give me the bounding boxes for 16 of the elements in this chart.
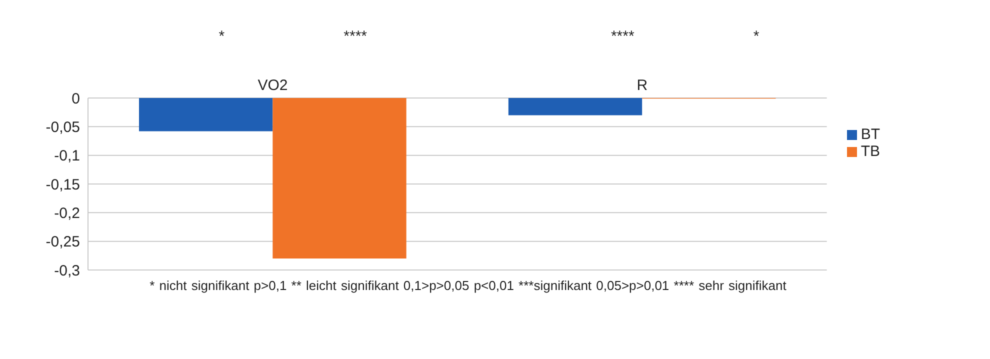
y-tick-label: -0,15 [46, 176, 80, 194]
x-tick-label: R [636, 77, 648, 94]
x-tick-label: VO2 [258, 77, 288, 94]
y-tick-label: -0,3 [54, 262, 80, 280]
text: * nicht signifikant p>0,1 ** leicht signifikant 0,1>p>0,05 p<0,01 ***signifikant 0,05>p>0,01 **** sehr signifikant [148, 278, 788, 293]
legend-label: TB [860, 143, 880, 160]
y-tick-label: -0,05 [46, 118, 80, 136]
text: * [218, 28, 226, 45]
text: **** [342, 28, 368, 45]
text: **** [610, 28, 636, 45]
legend-label: BT [860, 126, 880, 143]
y-tick-label: -0,25 [46, 234, 80, 251]
y-tick-label: -0,1 [54, 148, 80, 165]
y-tick-label: 0 [72, 90, 80, 108]
text: * [752, 28, 760, 45]
y-tick-label: -0,2 [54, 204, 80, 222]
